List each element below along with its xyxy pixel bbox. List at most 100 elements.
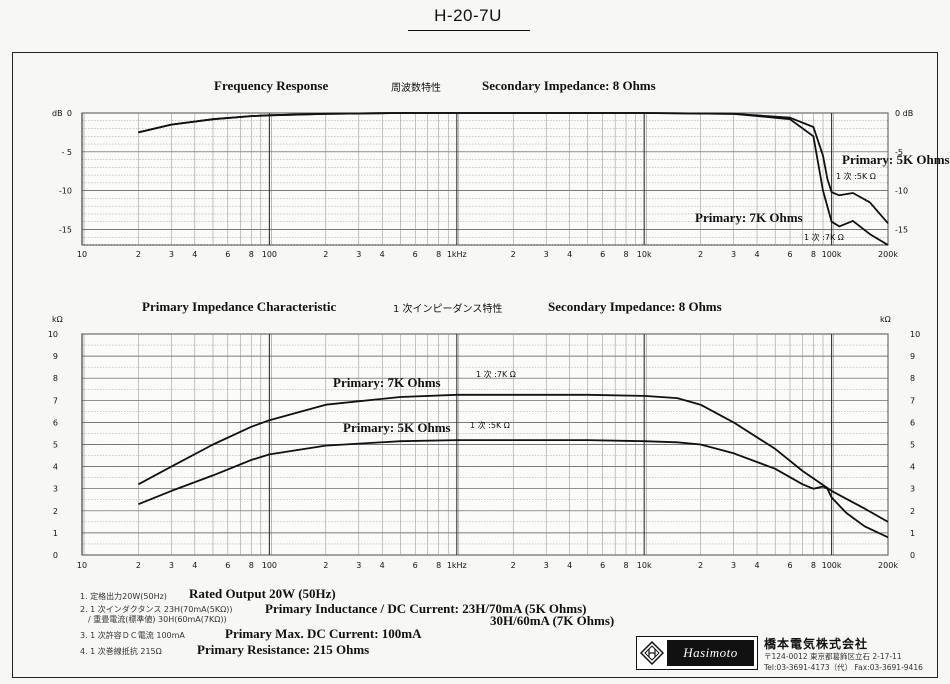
y-tick-label-right: 0 xyxy=(910,551,915,560)
x-tick-label: 2 xyxy=(136,561,141,570)
chart-title: Frequency Response xyxy=(214,78,328,93)
series-line xyxy=(138,439,889,539)
x-tick-label: 2 xyxy=(698,561,703,570)
chart-subtitle: Secondary Impedance: 8 Ohms xyxy=(548,299,722,314)
y-tick-label-right: 10 xyxy=(910,330,920,339)
y-unit-label-right: kΩ xyxy=(880,315,891,324)
y-tick-label: 5 xyxy=(53,441,58,450)
spec-2-en-line2: 30H/60mA (7K Ohms) xyxy=(490,613,615,628)
y-tick-label-right: 1 xyxy=(910,529,915,538)
x-tick-label: 4 xyxy=(192,561,197,570)
y-tick-label: - 5 xyxy=(61,148,72,157)
spec-4-jp: 4. 1 次巻線抵抗 215Ω xyxy=(80,647,162,656)
series-label: Primary: 7K Ohms xyxy=(333,375,441,390)
y-tick-label-right: 3 xyxy=(910,485,915,494)
x-tick-label: 8 xyxy=(249,561,254,570)
y-tick-label-right: 5 xyxy=(910,441,915,450)
x-tick-label: 6 xyxy=(600,250,605,259)
spec-3-en: Primary Max. DC Current: 100mA xyxy=(225,626,422,641)
y-tick-label: 1 xyxy=(53,529,58,538)
x-tick-label: 10 xyxy=(77,561,87,570)
series-label-jp: 1 次 :7K Ω xyxy=(804,232,844,242)
x-tick-label: 200k xyxy=(878,250,898,259)
series-line xyxy=(137,393,889,523)
y-tick-label: 3 xyxy=(53,485,58,494)
x-tick-label: 6 xyxy=(225,561,230,570)
y-tick-label: 6 xyxy=(53,418,58,427)
series-label-jp: 1 次 :5K Ω xyxy=(470,420,510,430)
x-tick-label: 3 xyxy=(356,250,361,259)
x-tick-label: 8 xyxy=(811,250,816,259)
y-tick-label-right: -10 xyxy=(895,187,908,196)
x-tick-label: 6 xyxy=(787,250,792,259)
x-tick-label: 2 xyxy=(323,250,328,259)
y-tick-label: -15 xyxy=(59,225,72,234)
chart-title: Primary Impedance Characteristic xyxy=(142,299,336,314)
x-tick-label: 1kHz xyxy=(447,250,467,259)
company-logo: Hasimoto xyxy=(636,636,758,670)
y-tick-label-right: 2 xyxy=(910,507,915,516)
x-tick-label: 4 xyxy=(192,250,197,259)
x-tick-label: 100 xyxy=(262,561,277,570)
x-tick-label: 2 xyxy=(511,250,516,259)
x-tick-label: 3 xyxy=(544,561,549,570)
spec-4-en: Primary Resistance: 215 Ohms xyxy=(197,642,370,657)
y-tick-label-right: 9 xyxy=(910,352,915,361)
spec-1-en: Rated Output 20W (50Hz) xyxy=(189,586,336,601)
y-unit-label: dB xyxy=(52,109,63,118)
x-tick-label: 100 xyxy=(262,250,277,259)
y-tick-label: 9 xyxy=(53,352,58,361)
y-tick-label-right: -5 xyxy=(895,148,903,157)
logo-wordmark: Hasimoto xyxy=(667,640,754,666)
x-tick-label: 4 xyxy=(567,561,572,570)
x-tick-label: 4 xyxy=(567,250,572,259)
x-tick-label: 2 xyxy=(323,561,328,570)
x-tick-label: 100k xyxy=(822,561,842,570)
y-tick-label: 10 xyxy=(48,330,58,339)
y-tick-label-right: -15 xyxy=(895,225,908,234)
series-label: Primary: 5K Ohms xyxy=(343,420,451,435)
y-tick-label-right: 8 xyxy=(910,374,915,383)
company-name: 橋本電気株式会社 xyxy=(764,637,869,651)
x-tick-label: 6 xyxy=(413,561,418,570)
x-tick-label: 6 xyxy=(225,250,230,259)
y-unit-label: kΩ xyxy=(52,315,63,324)
x-tick-label: 2 xyxy=(136,250,141,259)
diamond-logo-icon xyxy=(637,638,667,668)
x-tick-label: 3 xyxy=(731,561,736,570)
company-phone: Tel:03-3691-4173（代） Fax:03-3691-9416 xyxy=(764,663,923,672)
x-tick-label: 10 xyxy=(77,250,87,259)
spec-2-en: Primary Inductance / DC Current: 23H/70m… xyxy=(265,601,587,616)
chart-frequency_response xyxy=(81,112,889,246)
company-address: 〒124-0012 東京都葛飾区立石 2-17-11 xyxy=(764,652,902,661)
x-tick-label: 100k xyxy=(822,250,842,259)
chart-title-jp: 1 次インピーダンス特性 xyxy=(393,302,502,315)
y-tick-label-right: 0 dB xyxy=(895,109,913,118)
x-tick-label: 3 xyxy=(544,250,549,259)
y-tick-label-right: 4 xyxy=(910,463,915,472)
y-tick-label: 0 xyxy=(53,551,58,560)
spec-2-jp-line2: / 重畳電流(標準値) 30H(60mA(7KΩ)) xyxy=(88,615,227,624)
x-tick-label: 4 xyxy=(380,561,385,570)
x-tick-label: 6 xyxy=(787,561,792,570)
y-tick-label-right: 7 xyxy=(910,396,915,405)
x-tick-label: 3 xyxy=(731,250,736,259)
x-tick-label: 3 xyxy=(169,561,174,570)
x-tick-label: 8 xyxy=(436,250,441,259)
y-tick-label-right: 6 xyxy=(910,418,915,427)
y-tick-label: 8 xyxy=(53,374,58,383)
x-tick-label: 4 xyxy=(754,250,759,259)
chart-title-jp: 周波数特性 xyxy=(391,81,441,94)
series-label-jp: 1 次 :7K Ω xyxy=(476,369,516,379)
x-tick-label: 200k xyxy=(878,561,898,570)
document-frame xyxy=(12,52,938,678)
x-tick-label: 10k xyxy=(637,250,652,259)
series-line xyxy=(138,112,889,246)
x-tick-label: 1kHz xyxy=(447,561,467,570)
model-title-underline xyxy=(408,30,530,31)
spec-2-jp: 2. 1 次インダクタンス 23H(70mA(5KΩ)) xyxy=(80,605,233,614)
series-label: Primary: 7K Ohms xyxy=(695,210,803,225)
x-tick-label: 6 xyxy=(413,250,418,259)
x-tick-label: 10k xyxy=(637,561,652,570)
